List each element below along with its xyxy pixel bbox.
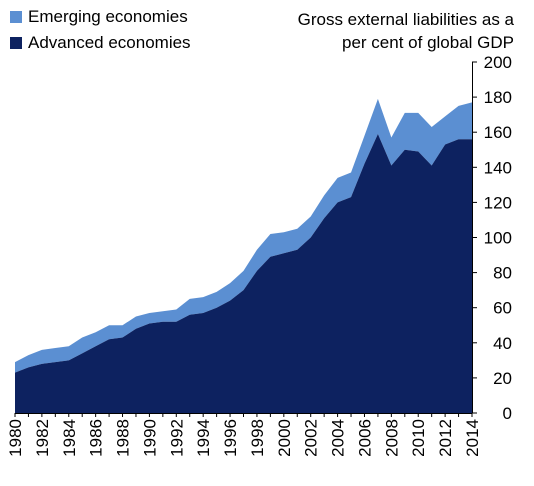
- y-tick-label: 140: [484, 158, 512, 177]
- x-tick-label: 1996: [221, 419, 240, 457]
- y-tick-label: 160: [484, 123, 512, 142]
- x-tick-label: 2014: [463, 419, 482, 457]
- legend-label-advanced: Advanced economies: [28, 33, 191, 52]
- y-tick-label: 80: [493, 264, 512, 283]
- y-axis-ticks: 0 20 40 60 80 100 120 140 160 180 200: [472, 53, 512, 423]
- y-tick-label: 60: [493, 299, 512, 318]
- x-tick-label: 2006: [355, 419, 374, 457]
- legend-swatch-emerging: [10, 11, 22, 23]
- x-tick-label: 2004: [329, 419, 348, 457]
- legend-item-advanced: Advanced economies: [10, 30, 191, 56]
- legend-label-emerging: Emerging economies: [28, 7, 188, 26]
- x-tick-label: 2012: [436, 419, 455, 457]
- y-tick-label: 180: [484, 88, 512, 107]
- y-tick-label: 0: [503, 404, 512, 423]
- legend: Emerging economies Advanced economies: [10, 4, 191, 56]
- x-tick-label: 2008: [382, 419, 401, 457]
- area-series-group: [15, 98, 472, 413]
- x-tick-label: 1982: [33, 419, 52, 457]
- y-tick-label: 100: [484, 229, 512, 248]
- x-tick-label: 1984: [60, 419, 79, 457]
- x-tick-label: 1986: [87, 419, 106, 457]
- y-tick-label: 120: [484, 193, 512, 212]
- area-advanced-economies: [15, 133, 472, 413]
- x-axis-ticks: 1980 1982 1984 1986 1988 1990 1992 1994 1996 1998…: [6, 413, 482, 457]
- y-tick-label: 20: [493, 369, 512, 388]
- area-emerging-economies: [15, 98, 472, 373]
- x-tick-label: 2002: [302, 419, 321, 457]
- x-tick-label: 1988: [114, 419, 133, 457]
- legend-item-emerging: Emerging economies: [10, 4, 191, 30]
- x-tick-label: 1990: [140, 419, 159, 457]
- legend-swatch-advanced: [10, 37, 22, 49]
- y-tick-label: 40: [493, 334, 512, 353]
- x-tick-label: 1980: [6, 419, 25, 457]
- x-tick-label: 1998: [248, 419, 267, 457]
- x-tick-label: 1992: [167, 419, 186, 457]
- x-tick-label: 1994: [194, 419, 213, 457]
- y-tick-label: 200: [484, 53, 512, 72]
- x-tick-label: 2010: [409, 419, 428, 457]
- chart-title: Gross external liabilities as a per cent…: [297, 10, 514, 52]
- x-tick-label: 2000: [275, 419, 294, 457]
